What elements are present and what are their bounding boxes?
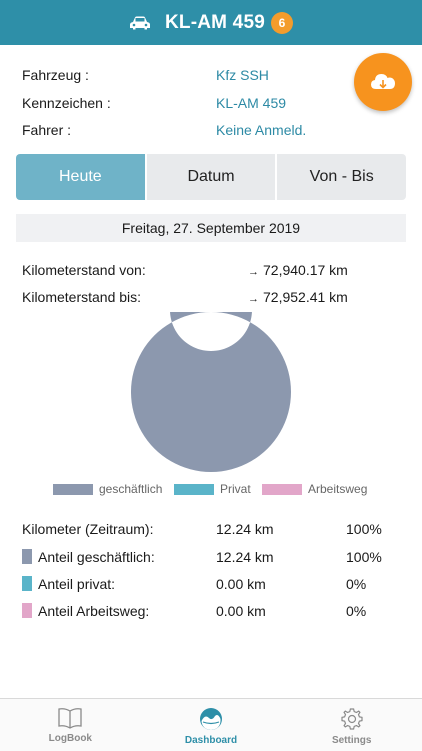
private-color-square: [22, 576, 32, 591]
segment-heute[interactable]: Heute: [16, 154, 145, 200]
odometer-to-value: → 72,952.41 km: [248, 289, 348, 305]
business-color-square: [22, 549, 32, 564]
fahrer-value[interactable]: Keine Anmeld.: [216, 122, 307, 138]
cloud-sync-button[interactable]: [354, 53, 412, 111]
business-share-label: Anteil geschäftlich:: [38, 549, 155, 565]
total-km-value: 12.24 km: [216, 521, 274, 537]
legend-item-business: geschäftlich: [53, 482, 162, 496]
tab-dashboard-label: Dashboard: [184, 735, 238, 746]
chart-legend: geschäftlich Privat Arbeitsweg: [0, 482, 422, 496]
period-segmented-control: Heute Datum Von - Bis: [16, 154, 407, 200]
odometer-to-label: Kilometerstand bis:: [22, 289, 142, 305]
arrow-icon: →: [248, 266, 259, 278]
commute-color-square: [22, 603, 32, 618]
business-percent: 100%: [346, 549, 382, 565]
odometer-from-value: → 72,940.17 km: [248, 262, 348, 278]
business-km-value: 12.24 km: [216, 549, 274, 565]
legend-swatch: [174, 483, 214, 495]
fahrzeug-label: Fahrzeug :: [22, 67, 89, 83]
kennzeichen-value[interactable]: KL-AM 459: [216, 95, 287, 111]
legend-swatch: [262, 483, 302, 495]
tab-logbook-label: LogBook: [48, 733, 92, 744]
distance-donut-chart: [131, 312, 291, 472]
book-icon: [58, 708, 82, 729]
legend-item-private: Privat: [174, 482, 251, 496]
tab-settings[interactable]: Settings: [281, 699, 422, 751]
private-share-label: Anteil privat:: [38, 576, 116, 592]
legend-swatch: [53, 483, 93, 495]
commute-share-label: Anteil Arbeitsweg:: [38, 603, 150, 619]
fahrzeug-value[interactable]: Kfz SSH: [216, 67, 269, 83]
arrow-icon: →: [248, 293, 259, 305]
car-icon: [130, 16, 150, 29]
commute-percent: 0%: [346, 603, 367, 619]
segment-datum[interactable]: Datum: [146, 154, 276, 200]
vehicle-plate-title: KL-AM 459: [165, 11, 265, 33]
private-percent: 0%: [346, 576, 367, 592]
odometer-from-label: Kilometerstand von:: [22, 262, 146, 278]
tab-settings-label: Settings: [331, 735, 372, 746]
total-km-percent: 100%: [346, 521, 382, 537]
selected-date: Freitag, 27. September 2019: [16, 214, 406, 242]
tab-dashboard[interactable]: Dashboard: [141, 699, 282, 751]
segment-von-bis[interactable]: Von - Bis: [277, 154, 407, 200]
tab-logbook[interactable]: LogBook: [0, 699, 141, 751]
notification-badge[interactable]: 6: [270, 11, 293, 34]
kennzeichen-label: Kennzeichen :: [22, 95, 111, 111]
private-km-value: 0.00 km: [216, 576, 266, 592]
cloud-download-icon: [371, 74, 395, 89]
fahrer-label: Fahrer :: [22, 122, 72, 138]
dashboard-gauge-icon: [200, 708, 222, 730]
app-header: KL-AM 459 6: [0, 0, 422, 45]
donut-slice-geschäftlich: [131, 312, 291, 472]
commute-km-value: 0.00 km: [216, 603, 266, 619]
total-km-label: Kilometer (Zeitraum):: [22, 521, 154, 537]
gear-icon: [341, 708, 363, 730]
bottom-tab-bar: LogBook Dashboard Settings: [0, 698, 422, 751]
legend-item-commute: Arbeitsweg: [262, 482, 367, 496]
